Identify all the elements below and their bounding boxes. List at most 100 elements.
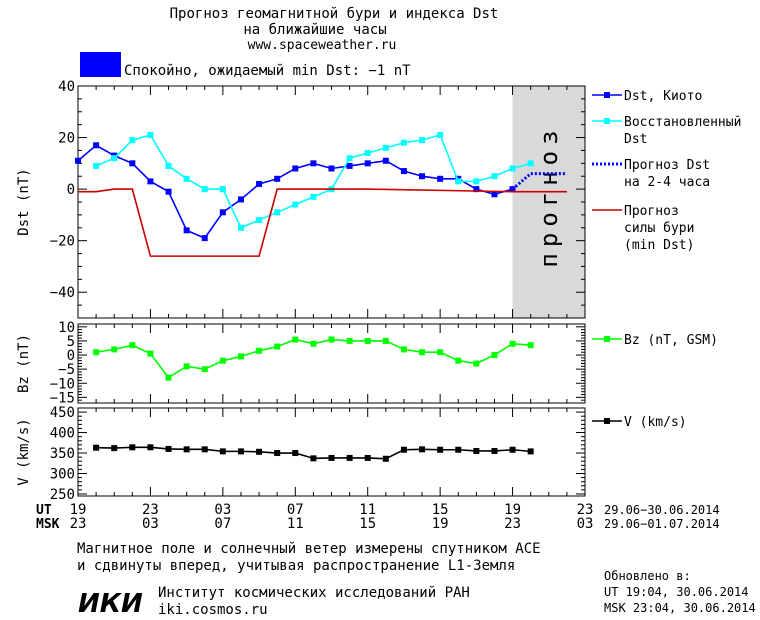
data-point	[219, 357, 226, 364]
data-point	[183, 227, 190, 234]
y-tick-label: 300	[50, 466, 75, 482]
data-point	[364, 454, 371, 461]
data-point	[491, 352, 498, 359]
legend-label: Прогноз Dst	[624, 158, 710, 173]
data-point	[292, 336, 299, 343]
data-point	[437, 131, 444, 138]
legend-item-v-km-s: V (km/s)	[592, 415, 687, 430]
legend-label: Dst	[624, 132, 647, 147]
series-прогноз-dst-на-2-4-часа	[511, 172, 567, 191]
data-point	[274, 175, 281, 182]
series-v-km-s	[93, 444, 534, 462]
y-tick-label: −5	[58, 362, 75, 378]
data-point	[473, 447, 480, 454]
data-point	[310, 455, 317, 462]
legend-item-bz-nt-gsm: Bz (nT, GSM)	[592, 333, 718, 348]
data-point	[346, 337, 353, 344]
plot-frame	[77, 85, 586, 319]
data-point	[455, 446, 462, 453]
data-point	[328, 336, 335, 343]
data-point	[346, 454, 353, 461]
data-point	[75, 157, 81, 164]
legend-label: V (km/s)	[624, 415, 687, 430]
y-tick-label: 0	[67, 182, 75, 198]
data-point	[256, 180, 263, 187]
data-point	[93, 142, 100, 149]
data-point	[310, 160, 317, 167]
data-point	[364, 337, 371, 344]
data-point	[491, 447, 498, 454]
data-point	[364, 150, 371, 157]
data-point	[183, 446, 190, 453]
data-point	[292, 201, 299, 208]
series-прогноз-силы-бури-min-dst	[78, 188, 567, 257]
data-point	[93, 162, 100, 169]
ut-tick-label: 23	[142, 502, 159, 518]
data-point	[437, 446, 444, 453]
legend-label: (min Dst)	[624, 238, 694, 253]
data-point	[201, 366, 208, 373]
series-line	[78, 188, 567, 257]
data-point	[165, 162, 172, 169]
data-point	[129, 137, 136, 144]
y-tick-label: 250	[50, 487, 75, 503]
data-point	[437, 175, 444, 182]
legend-label: на 2-4 часа	[624, 175, 710, 190]
data-point	[147, 131, 154, 138]
data-point	[183, 363, 190, 370]
data-point	[382, 455, 389, 462]
data-point	[201, 235, 208, 242]
data-point	[473, 178, 480, 185]
series-bz-nt-gsm	[93, 336, 534, 381]
data-point	[310, 340, 317, 347]
series-line	[511, 172, 567, 191]
y-axis-label: Bz (nT)	[16, 334, 32, 393]
y-tick-label: 350	[50, 446, 75, 462]
updated-ut: UT 19:04, 30.06.2014	[604, 585, 749, 599]
data-point	[274, 450, 281, 457]
ut-tick-label: 15	[432, 502, 449, 518]
data-point	[455, 178, 462, 185]
data-point	[527, 448, 534, 455]
data-point	[219, 209, 226, 216]
chart-title-line2: на ближайшие часы	[243, 22, 386, 38]
ut-tick-label: 11	[359, 502, 376, 518]
msk-tick-label: 03	[577, 516, 594, 532]
data-point	[201, 186, 208, 193]
data-point	[129, 160, 136, 167]
msk-tick-label: 07	[214, 516, 231, 532]
ut-tick-label: 07	[287, 502, 304, 518]
data-point	[237, 224, 244, 231]
legend-swatch-marker	[604, 418, 610, 424]
source-url: www.spaceweather.ru	[248, 38, 397, 53]
footer-note-line2: и сдвинуты вперед, учитывая распростране…	[77, 558, 515, 574]
ut-tick-label: 03	[214, 502, 231, 518]
legend-swatch-marker	[604, 336, 610, 342]
data-point	[419, 173, 426, 180]
msk-tick-label: 23	[504, 516, 521, 532]
data-point	[509, 446, 516, 453]
data-point	[419, 137, 426, 144]
data-point	[219, 448, 226, 455]
msk-tick-label: 11	[287, 516, 304, 532]
data-point	[147, 178, 154, 185]
data-point	[491, 173, 498, 180]
institute-site: iki.cosmos.ru	[158, 602, 268, 618]
plot-frame	[77, 323, 586, 404]
ut-tick-label: 19	[70, 502, 87, 518]
y-tick-label: 5	[67, 334, 75, 350]
data-point	[400, 446, 407, 453]
y-axis-label: V (km/s)	[16, 418, 32, 485]
y-tick-label: 10	[58, 320, 75, 336]
data-point	[183, 175, 190, 182]
data-point	[509, 340, 516, 347]
data-point	[328, 454, 335, 461]
ut-tick-label: 23	[577, 502, 594, 518]
forecast-region	[512, 86, 585, 318]
legend-label: Прогноз	[624, 204, 679, 219]
panel-dst-nt: прогноз −40 −20 0 20 40 Dst (nT)	[16, 79, 586, 319]
legend-label: Восстановленный	[624, 115, 741, 130]
iki-logo: ИКИ	[78, 589, 143, 619]
msk-axis-label: MSK	[36, 517, 60, 532]
